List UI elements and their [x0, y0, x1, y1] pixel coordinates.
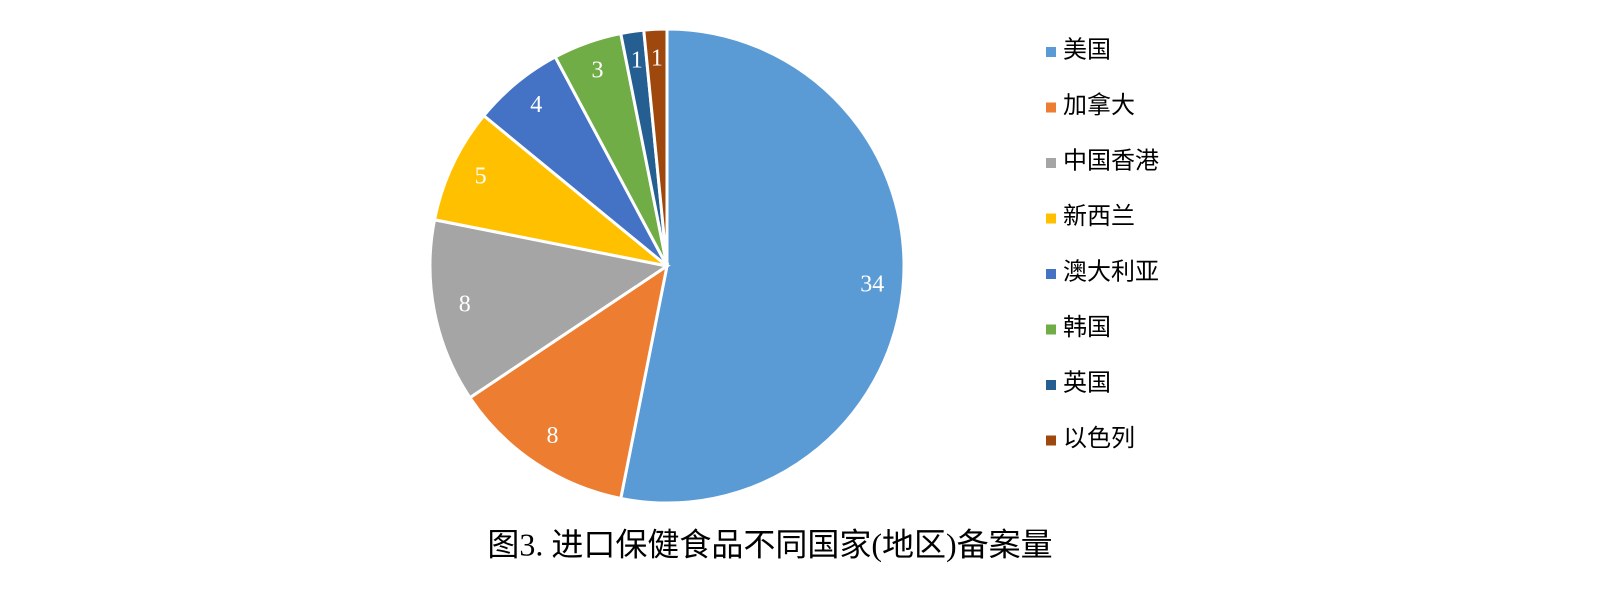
pie-slice: [428, 218, 671, 400]
legend-label: 以色列: [1063, 425, 1135, 452]
data-label: 1: [651, 46, 663, 72]
legend-swatch: [1046, 269, 1056, 279]
legend-label: 英国: [1063, 370, 1111, 397]
pie-slice: [467, 262, 670, 501]
data-label: 4: [530, 92, 542, 118]
data-label: 34: [860, 272, 884, 298]
data-label: 8: [546, 423, 558, 449]
legend-swatch: [1046, 213, 1056, 224]
legend-swatch: [1046, 324, 1056, 335]
data-label: 8: [459, 292, 471, 318]
data-label: 1: [631, 48, 643, 74]
legend-swatch: [1046, 47, 1056, 57]
pie-slice: [618, 27, 906, 505]
pie-slice: [642, 27, 669, 267]
legend-label: 中国香港: [1063, 148, 1159, 175]
legend-swatch: [1046, 158, 1056, 168]
legend-swatch: [1046, 102, 1056, 113]
chart-title: 图3. 进口保健食品不同国家(地区)备案量: [487, 526, 1052, 562]
data-label: 3: [592, 57, 604, 83]
legend-swatch: [1046, 435, 1056, 446]
data-label: 5: [475, 163, 487, 189]
pie-slice: [432, 113, 668, 268]
legend-swatch: [1046, 380, 1056, 390]
legend-label: 澳大利亚: [1063, 259, 1159, 286]
legend-label: 加拿大: [1063, 92, 1135, 119]
legend-label: 美国: [1063, 37, 1111, 64]
legend-label: 韩国: [1063, 314, 1111, 341]
legend-label: 新西兰: [1063, 203, 1135, 230]
